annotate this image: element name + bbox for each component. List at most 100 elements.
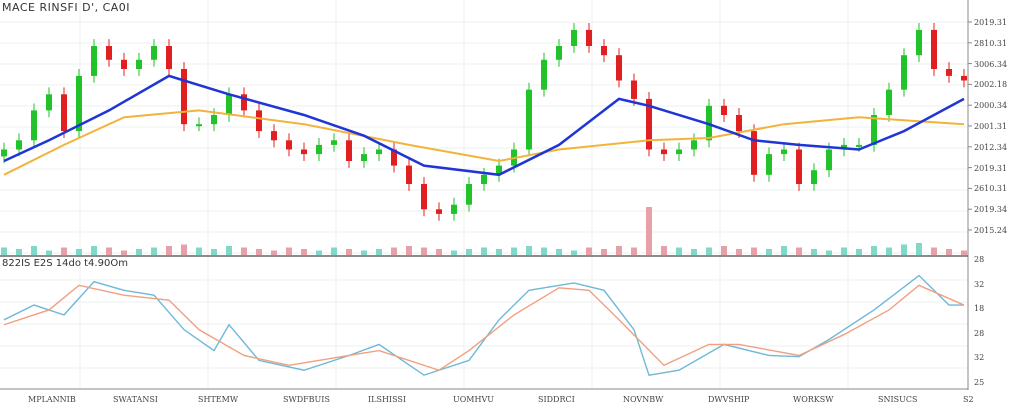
volume-bar bbox=[511, 247, 517, 255]
time-tick-label: DWVSHIP bbox=[708, 395, 750, 404]
volume-bar bbox=[691, 249, 697, 255]
candle-body bbox=[451, 204, 457, 214]
price-tick-label: 2002.18 bbox=[974, 80, 1008, 90]
candle-body bbox=[376, 149, 382, 155]
volume-bar bbox=[106, 247, 112, 255]
candle-body bbox=[31, 110, 37, 141]
candle-body bbox=[691, 140, 697, 150]
volume-bar bbox=[946, 249, 952, 255]
volume-bar bbox=[466, 249, 472, 255]
candle-body bbox=[916, 29, 922, 56]
candle-body bbox=[781, 149, 787, 155]
candle-body bbox=[346, 140, 352, 161]
volume-bar bbox=[61, 247, 67, 255]
candle-body bbox=[211, 115, 217, 125]
oscillator-tick-label: 28 bbox=[974, 255, 985, 264]
candle-body bbox=[46, 94, 52, 111]
candle-body bbox=[316, 144, 322, 155]
candle-body bbox=[811, 170, 817, 184]
oscillator-tick-label: 25 bbox=[974, 377, 985, 387]
volume-bar bbox=[16, 249, 22, 255]
candle-body bbox=[121, 59, 127, 69]
time-tick-label: ILSHISSI bbox=[368, 395, 407, 404]
volume-bar bbox=[781, 246, 787, 255]
volume-bar bbox=[46, 250, 52, 255]
volume-bar bbox=[826, 250, 832, 255]
candle-body bbox=[946, 69, 952, 76]
volume-bar bbox=[556, 249, 562, 255]
volume-bar bbox=[841, 247, 847, 255]
volume-bar bbox=[346, 249, 352, 255]
candle-body bbox=[871, 115, 877, 145]
time-tick-label: SNISUCS bbox=[878, 395, 918, 404]
candle-body bbox=[241, 94, 247, 111]
candle-body bbox=[616, 55, 622, 81]
candle-body bbox=[151, 46, 157, 60]
oscillator-line-2 bbox=[3, 284, 965, 372]
volume-bar bbox=[391, 247, 397, 255]
volume-bar bbox=[526, 246, 532, 255]
candle-body bbox=[256, 110, 262, 132]
price-tick-label: 2015.24 bbox=[974, 226, 1008, 235]
candle-body bbox=[586, 29, 592, 46]
volume-bar bbox=[121, 250, 127, 255]
volume-bar bbox=[91, 246, 97, 255]
candle-body bbox=[181, 69, 187, 125]
oscillator-title: 822IS E2S 14do t4.90Om bbox=[2, 258, 128, 269]
candle-body bbox=[721, 105, 727, 115]
candle-body bbox=[736, 115, 742, 132]
volume-bar bbox=[226, 246, 232, 255]
volume-bar bbox=[301, 249, 307, 255]
candle-body bbox=[361, 154, 367, 161]
time-tick-label: NOVNBW bbox=[623, 395, 664, 404]
volume-bar bbox=[751, 247, 757, 255]
candle-body bbox=[661, 149, 667, 155]
oscillator-tick-label: 32 bbox=[974, 353, 985, 362]
volume-bar bbox=[871, 246, 877, 255]
candle-body bbox=[331, 140, 337, 145]
volume-bar bbox=[271, 250, 277, 255]
volume-bar bbox=[631, 247, 637, 255]
price-tick-label: 2019.31 bbox=[974, 163, 1008, 173]
volume-bar bbox=[361, 250, 367, 255]
candle-body bbox=[496, 165, 502, 175]
candle-body bbox=[1, 149, 7, 157]
volume-bar bbox=[901, 244, 907, 255]
volume-bar bbox=[961, 250, 967, 255]
candle-body bbox=[961, 75, 967, 81]
volume-bar bbox=[496, 249, 502, 255]
candle-body bbox=[91, 46, 97, 76]
candle-body bbox=[166, 46, 172, 69]
candle-body bbox=[301, 149, 307, 155]
candle-body bbox=[631, 80, 637, 99]
volume-bar bbox=[316, 250, 322, 255]
candle-body bbox=[271, 131, 277, 141]
volume-bar bbox=[151, 247, 157, 255]
candle-body bbox=[421, 184, 427, 210]
time-tick-label: SWDFBUIS bbox=[283, 395, 330, 404]
slow-moving-average-line bbox=[3, 109, 965, 176]
volume-bar bbox=[661, 246, 667, 255]
price-tick-label: 2810.31 bbox=[974, 38, 1008, 48]
volume-bar bbox=[736, 249, 742, 255]
volume-bar bbox=[181, 244, 187, 255]
candle-body bbox=[391, 149, 397, 166]
volume-bar bbox=[616, 246, 622, 255]
volume-bar bbox=[541, 247, 547, 255]
time-tick-label: SHTEMW bbox=[198, 395, 239, 404]
volume-bar bbox=[286, 247, 292, 255]
volume-bar bbox=[646, 207, 652, 255]
volume-bar bbox=[481, 247, 487, 255]
candle-body bbox=[901, 55, 907, 90]
candle-body bbox=[646, 98, 652, 150]
volume-bar bbox=[1, 247, 7, 255]
candle-body bbox=[541, 59, 547, 90]
candle-body bbox=[466, 184, 472, 205]
volume-bar bbox=[331, 247, 337, 255]
volume-bar bbox=[916, 243, 922, 255]
volume-bar bbox=[196, 247, 202, 255]
candle-body bbox=[436, 209, 442, 214]
time-tick-label: WORKSW bbox=[793, 395, 834, 404]
